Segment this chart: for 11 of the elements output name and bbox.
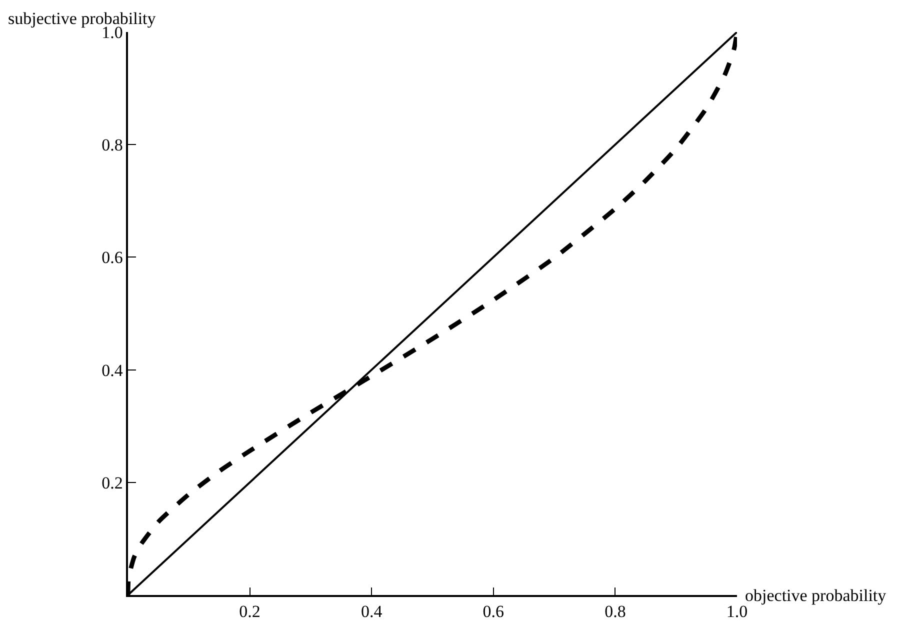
- y-tick-label: 0.8: [102, 136, 123, 155]
- x-tick-label: 0.8: [604, 602, 626, 622]
- x-tick-label: 0.4: [360, 602, 383, 622]
- y-tick-label: 0.4: [102, 360, 124, 380]
- x-tick-label: 1.0: [726, 602, 748, 622]
- y-tick-label: 0.2: [102, 473, 123, 492]
- y-axis-title: subjective probability: [8, 9, 156, 28]
- x-tick-label: 0.2: [239, 602, 260, 622]
- x-tick-label: 0.6: [482, 602, 504, 622]
- x-axis-title: objective probability: [745, 586, 887, 605]
- y-tick-label: 0.6: [102, 248, 123, 268]
